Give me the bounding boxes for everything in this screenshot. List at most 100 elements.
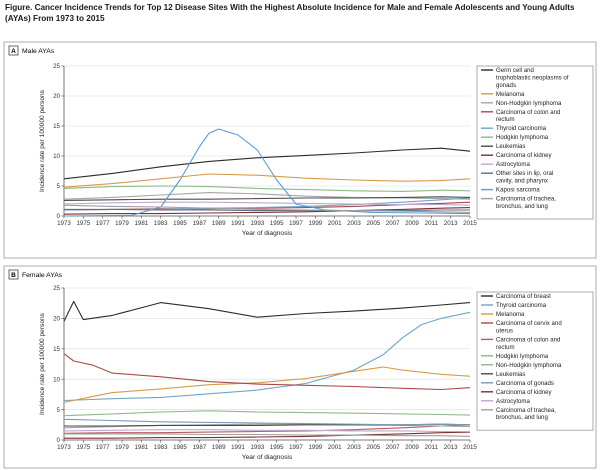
x-tick-label: 2011 bbox=[425, 220, 439, 227]
legend-item: Carcinoma of trachea, bronchus, and lung bbox=[481, 196, 556, 210]
legend-item: Other sites in lip, oral cavity, and phar… bbox=[481, 170, 553, 185]
legend-label: Other sites in lip, oral cavity, and phar… bbox=[496, 170, 553, 184]
x-tick-label: 1973 bbox=[57, 220, 71, 227]
x-tick-label: 1979 bbox=[115, 444, 129, 451]
x-tick-label: 1987 bbox=[192, 220, 206, 227]
legend-item: Leukemias bbox=[481, 371, 525, 378]
x-tick-label: 1991 bbox=[231, 444, 245, 451]
x-tick-label: 1975 bbox=[76, 444, 90, 451]
x-tick-label: 1977 bbox=[96, 220, 110, 227]
x-tick-label: 1985 bbox=[173, 220, 187, 227]
legend-label: Astrocytoma bbox=[496, 161, 530, 168]
gridlines bbox=[64, 65, 470, 217]
series-lines bbox=[63, 300, 471, 439]
x-tick-label: 2001 bbox=[328, 444, 342, 451]
series-line bbox=[64, 208, 470, 212]
series-line bbox=[63, 196, 471, 201]
legend-label: Carcinoma of gonads bbox=[496, 380, 554, 387]
x-tick-label: 1983 bbox=[154, 220, 168, 227]
x-tick-label: 2015 bbox=[463, 444, 477, 451]
series-line bbox=[63, 300, 471, 322]
figure-title: Figure. Cancer Incidence Trends for Top … bbox=[5, 3, 575, 23]
legend-item: Non-Hodgkin lymphoma bbox=[481, 100, 562, 107]
y-axis-label: Incidence rate per 100000 persons bbox=[39, 89, 46, 192]
series-line bbox=[63, 429, 470, 433]
gridlines bbox=[64, 287, 470, 441]
x-axis-label: Year of diagnosis bbox=[242, 454, 293, 461]
x-tick-label: 2009 bbox=[405, 444, 419, 451]
panel-title: Female AYAs bbox=[22, 272, 63, 279]
legend-label: Melanoma bbox=[496, 311, 525, 318]
legend-label: Kaposi sarcoma bbox=[496, 187, 540, 194]
panel-label-box bbox=[8, 269, 19, 280]
legend-box bbox=[476, 291, 594, 431]
x-tick-label: 1981 bbox=[134, 220, 148, 227]
y-tick-label: 5 bbox=[57, 183, 61, 190]
x-tick-label: 1979 bbox=[115, 220, 129, 227]
x-tick-label: 1989 bbox=[212, 444, 226, 451]
legend-label: Non-Hodgkin lymphoma bbox=[496, 362, 562, 369]
x-tick-label: 2005 bbox=[366, 220, 380, 227]
y-tick-label: 15 bbox=[53, 346, 60, 353]
legend-item: Kaposi sarcoma bbox=[481, 187, 540, 194]
x-tick-label: 2007 bbox=[386, 444, 400, 451]
legend-item: Carcinoma of kidney bbox=[481, 152, 552, 159]
legend-item: Germ cell and trophoblastic neoplasms of g… bbox=[481, 67, 569, 89]
legend-item: Leukemias bbox=[481, 143, 525, 150]
legend-item: Carcinoma of gonads bbox=[481, 380, 554, 387]
legend-label: Carcinoma of breast bbox=[496, 293, 551, 300]
legend-item: Non-Hodgkin lymphoma bbox=[481, 362, 562, 369]
legend-label: Carcinoma of trachea, bronchus, and lung bbox=[496, 196, 556, 210]
legend-box bbox=[476, 65, 594, 220]
legend-item: Thyroid carcinoma bbox=[481, 302, 547, 309]
legend-label: Carcinoma of cervix and uterus bbox=[496, 320, 562, 334]
legend-label: Non-Hodgkin lymphoma bbox=[496, 100, 562, 107]
x-tick-label: 1991 bbox=[231, 220, 245, 227]
panel-frame bbox=[3, 265, 597, 469]
panel-label-box bbox=[8, 45, 19, 56]
legend: Germ cell and trophoblastic neoplasms of g… bbox=[476, 65, 594, 220]
legend-label: Carcinoma of colon and rectum bbox=[496, 109, 560, 123]
y-tick-label: 15 bbox=[53, 123, 60, 130]
x-tick-label: 2003 bbox=[347, 444, 361, 451]
x-axis-label: Year of diagnosis bbox=[242, 230, 293, 237]
x-tick-label: 2005 bbox=[366, 444, 380, 451]
legend-label: Hodgkin lymphoma bbox=[496, 134, 549, 141]
x-tick-label: 1977 bbox=[96, 444, 110, 451]
y-tick-label: 5 bbox=[57, 407, 61, 414]
legend-label: Leukemias bbox=[496, 143, 525, 150]
x-tick-label: 1987 bbox=[192, 444, 206, 451]
series-lines bbox=[63, 128, 471, 217]
legend: Carcinoma of breast Thyroid carcinoma Mela… bbox=[476, 291, 594, 431]
x-tick-label: 2011 bbox=[425, 444, 439, 451]
legend-item: Astrocytoma bbox=[481, 161, 530, 168]
x-tick-label: 1999 bbox=[308, 444, 322, 451]
legend-item: Hodgkin lymphoma bbox=[481, 134, 549, 141]
series-line bbox=[63, 173, 471, 188]
legend-item: Melanoma bbox=[481, 91, 525, 98]
series-line bbox=[63, 185, 471, 192]
series-line bbox=[63, 424, 471, 434]
series-line bbox=[63, 147, 471, 180]
panel-label: A bbox=[11, 48, 16, 55]
legend-label: Carcinoma of colon and rectum bbox=[496, 336, 560, 350]
x-tick-label: 1981 bbox=[134, 444, 148, 451]
x-tick-label: 1995 bbox=[270, 220, 284, 227]
x-tick-label: 2013 bbox=[444, 444, 458, 451]
x-tick-label: 2009 bbox=[405, 220, 419, 227]
x-tick-label: 1993 bbox=[250, 444, 264, 451]
legend-item: Carcinoma of colon and rectum bbox=[481, 336, 560, 351]
legend-item: Carcinoma of colon and rectum bbox=[481, 109, 560, 123]
x-tick-label: 1975 bbox=[76, 220, 90, 227]
x-tick-label: 1985 bbox=[173, 444, 187, 451]
chart-panel-b: B Female AYAs 0 5 10 15 20 25 1973 1975 1977 1979 19… bbox=[3, 265, 597, 469]
y-tick-label: 25 bbox=[53, 285, 60, 292]
series-line bbox=[63, 418, 471, 426]
y-tick-label: 20 bbox=[53, 316, 60, 323]
panel-label: B bbox=[11, 272, 16, 279]
panel-title: Male AYAs bbox=[22, 48, 55, 55]
legend-label: Carcinoma of kidney bbox=[496, 152, 552, 159]
legend-item: Carcinoma of kidney bbox=[481, 389, 552, 396]
